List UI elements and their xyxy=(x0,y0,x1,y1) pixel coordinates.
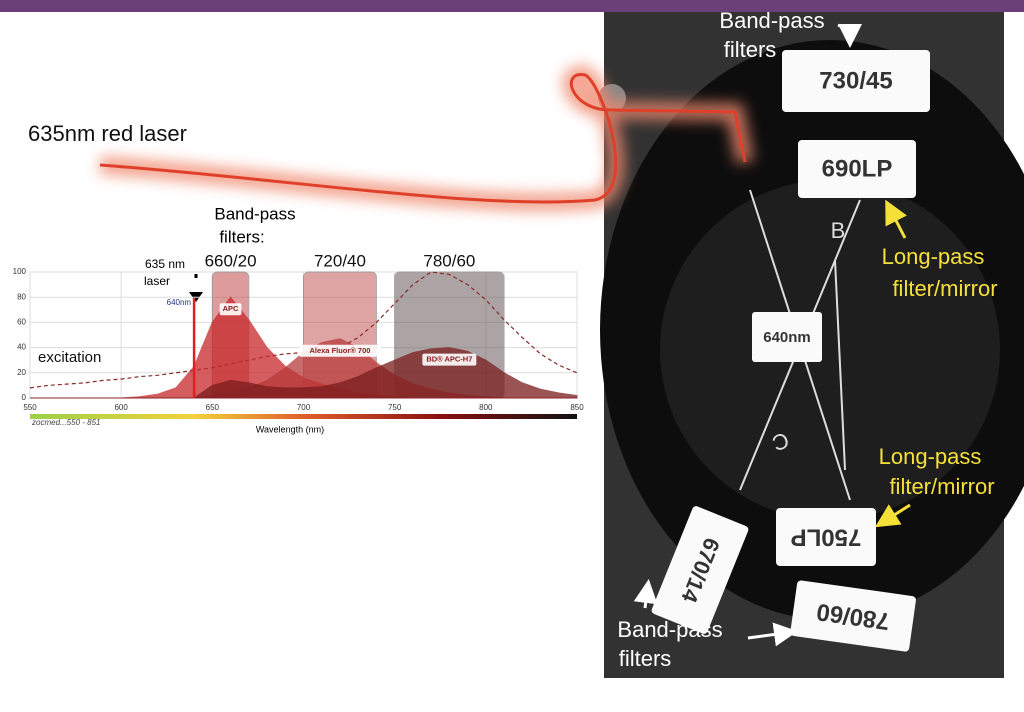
y-tick-label: 100 xyxy=(13,267,27,276)
laser-line-label: 640nm xyxy=(167,298,192,307)
x-tick-label: 650 xyxy=(206,403,220,412)
series-label: excitation xyxy=(38,349,101,366)
laser-marker: laser xyxy=(144,274,170,288)
x-axis-label: Wavelength (nm) xyxy=(256,424,324,434)
filter-label: 660/20 xyxy=(205,251,257,270)
series-label-box xyxy=(422,353,477,366)
filter-label: 750LP xyxy=(791,524,862,551)
annotation: Band-pass xyxy=(719,8,824,33)
path-label: B xyxy=(831,218,846,243)
spectrum-bar xyxy=(30,414,577,419)
beam-label: 640nm xyxy=(763,329,811,346)
annotation: filters xyxy=(619,646,672,671)
annotation: Band-pass xyxy=(617,617,722,642)
annotation: Long-pass xyxy=(879,444,982,469)
annotation: filters xyxy=(724,37,777,62)
y-tick-label: 20 xyxy=(17,368,26,377)
x-tick-label: 600 xyxy=(114,403,128,412)
y-tick-label: 40 xyxy=(17,343,26,352)
filter-label: 730/45 xyxy=(819,67,892,94)
photo: B C 730/45 690LP 640nm 750LP 670/14 780/… xyxy=(598,8,1024,678)
annotation: filter/mirror xyxy=(892,276,997,301)
laser-beam xyxy=(99,65,754,211)
annotation: filter/mirror xyxy=(889,474,994,499)
filter-label: 690LP xyxy=(822,155,893,182)
heading: filters: xyxy=(219,227,264,246)
x-tick-label: 750 xyxy=(388,403,402,412)
filter-label: 780/60 xyxy=(423,251,475,270)
x-tick-label: 850 xyxy=(570,403,584,412)
annotation: Long-pass xyxy=(882,244,985,269)
series-label: Alexa Fluor® 700 xyxy=(309,346,370,355)
filter-label: 720/40 xyxy=(314,251,366,270)
source-label: zocmed...550 - 851 xyxy=(31,418,100,427)
series-label-box xyxy=(219,303,242,316)
y-tick-label: 80 xyxy=(17,292,26,301)
series-label: BD® APC-H7 xyxy=(426,355,472,364)
x-tick-label: 700 xyxy=(297,403,311,412)
spectrum-chart: Band-pass filters: 635 nm laser Waveleng… xyxy=(13,204,585,434)
heading: Band-pass xyxy=(214,204,295,223)
laser-label: 635nm red laser xyxy=(28,121,187,146)
top-bar xyxy=(0,0,1024,12)
x-tick-label: 800 xyxy=(479,403,493,412)
series-label: APC xyxy=(223,304,239,313)
y-tick-label: 60 xyxy=(17,318,26,327)
series-label-box xyxy=(299,344,381,357)
x-tick-label: 550 xyxy=(23,403,37,412)
y-tick-label: 0 xyxy=(22,393,27,402)
laser-marker: 635 nm xyxy=(145,257,185,271)
